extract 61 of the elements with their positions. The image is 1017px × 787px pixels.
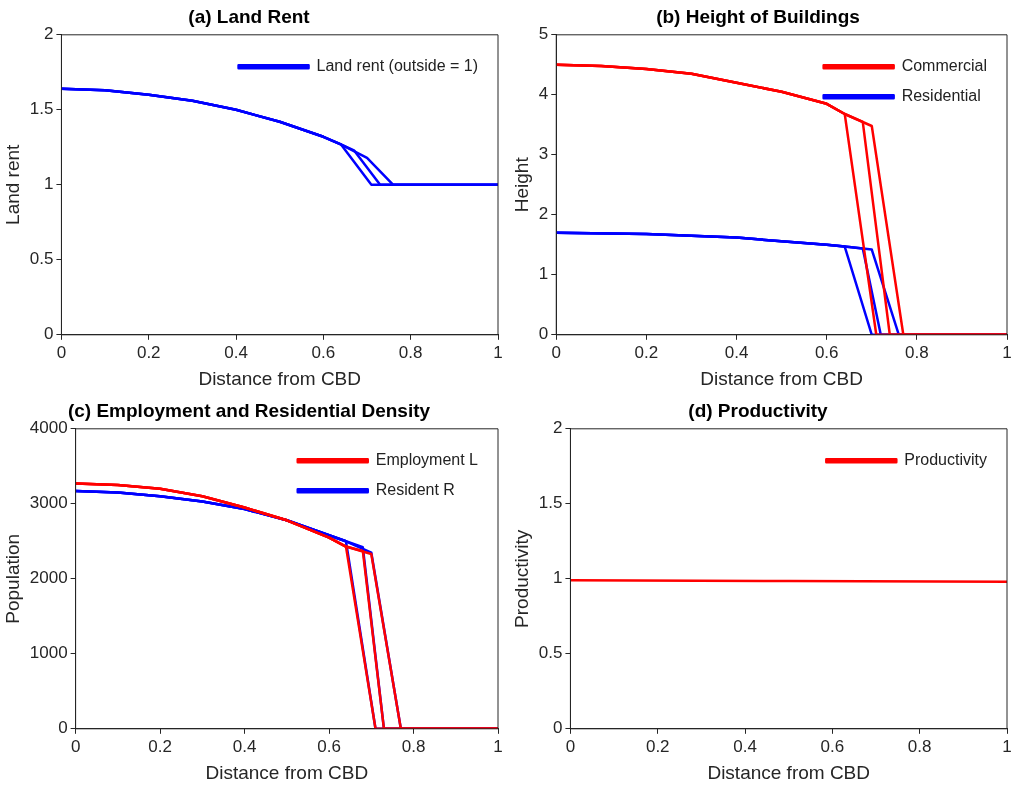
y-tick-label: 2 bbox=[552, 418, 563, 438]
x-tick-label: 0 bbox=[70, 736, 81, 756]
x-tick-label: 1 bbox=[1002, 342, 1012, 362]
y-tick-label: 2000 bbox=[29, 568, 68, 588]
x-tick-label: 0.2 bbox=[645, 736, 670, 756]
y-tick-label: 0.5 bbox=[538, 643, 563, 663]
y-tick-label: 4000 bbox=[29, 418, 68, 438]
legend-label: Productivity bbox=[904, 451, 988, 469]
y-tick-label: 0.5 bbox=[29, 249, 54, 269]
x-tick-label: 0.8 bbox=[907, 736, 932, 756]
x-tick-label: 0.4 bbox=[224, 342, 248, 362]
x-axis-title: Distance from CBD bbox=[700, 367, 863, 389]
y-tick-label: 1.5 bbox=[29, 99, 54, 119]
x-tick-label: 0 bbox=[565, 736, 576, 756]
chart-title: (d) Productivity bbox=[688, 399, 829, 421]
x-tick-label: 1 bbox=[493, 342, 503, 362]
x-tick-label: 1 bbox=[493, 736, 503, 756]
y-tick-label: 0 bbox=[43, 324, 54, 344]
y-tick-label: 1 bbox=[538, 264, 549, 284]
x-tick-label: 0.4 bbox=[733, 736, 757, 756]
y-tick-label: 5 bbox=[538, 24, 549, 44]
legend-label: Residential bbox=[901, 87, 981, 105]
y-axis-title: Productivity bbox=[510, 529, 532, 628]
y-axis-title: Land rent bbox=[1, 143, 23, 225]
legend-label: Land rent (outside = 1) bbox=[316, 57, 478, 75]
x-tick-label: 0.8 bbox=[401, 736, 426, 756]
y-tick-label: 0 bbox=[552, 718, 563, 738]
y-tick-label: 0 bbox=[58, 718, 68, 738]
y-axis-title: Population bbox=[1, 533, 23, 624]
y-tick-label: 1.5 bbox=[538, 493, 563, 513]
y-tick-label: 0 bbox=[538, 324, 549, 344]
x-tick-label: 0.6 bbox=[820, 736, 845, 756]
y-tick-label: 1000 bbox=[29, 643, 68, 663]
x-axis-title: Distance from CBD bbox=[205, 761, 369, 783]
x-tick-label: 0.2 bbox=[136, 342, 161, 362]
y-tick-label: 2 bbox=[43, 24, 54, 44]
x-tick-label: 0.2 bbox=[148, 736, 172, 756]
x-axis-title: Distance from CBD bbox=[707, 761, 871, 783]
y-axis-title: Height bbox=[510, 156, 532, 213]
chart-title: (b) Height of Buildings bbox=[656, 5, 860, 27]
y-tick-label: 2 bbox=[538, 204, 549, 224]
y-tick-label: 1 bbox=[43, 174, 54, 194]
chart-title: (c) Employment and Residential Density bbox=[67, 399, 431, 421]
x-tick-label: 0.6 bbox=[311, 342, 336, 362]
x-tick-label: 0.6 bbox=[814, 342, 839, 362]
y-tick-label: 4 bbox=[538, 84, 549, 104]
legend-label: Resident R bbox=[375, 481, 455, 499]
x-tick-label: 0.6 bbox=[317, 736, 341, 756]
y-tick-label: 3 bbox=[538, 144, 549, 164]
x-tick-label: 0.8 bbox=[905, 342, 929, 362]
legend-label: Commercial bbox=[901, 57, 987, 75]
x-tick-label: 1 bbox=[1002, 736, 1012, 756]
y-tick-label: 1 bbox=[552, 568, 563, 588]
x-tick-label: 0.4 bbox=[724, 342, 749, 362]
x-axis-title: Distance from CBD bbox=[198, 367, 362, 389]
legend-label: Employment L bbox=[375, 451, 479, 469]
x-tick-label: 0.4 bbox=[232, 736, 257, 756]
y-tick-label: 3000 bbox=[29, 493, 68, 513]
chart-title: (a) Land Rent bbox=[188, 5, 311, 27]
x-tick-label: 0.2 bbox=[634, 342, 659, 362]
x-tick-label: 0.8 bbox=[398, 342, 423, 362]
